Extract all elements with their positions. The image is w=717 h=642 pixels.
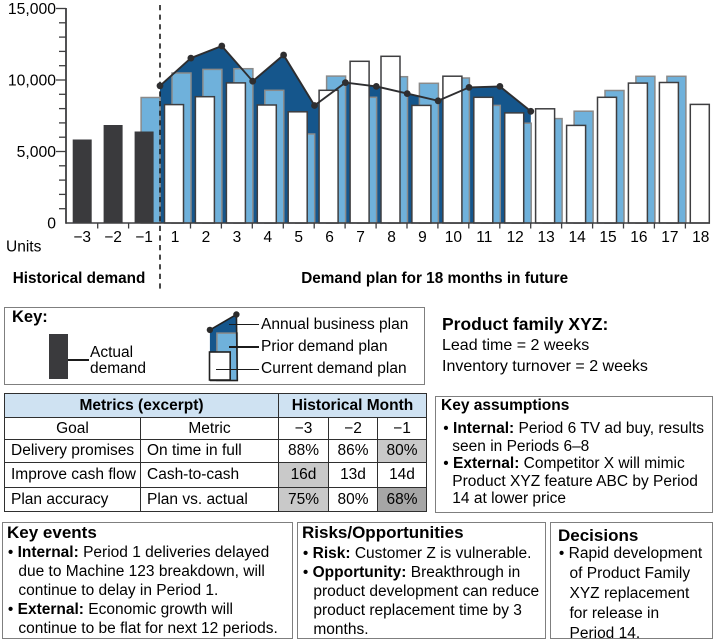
svg-text:−2: −2 <box>104 229 122 246</box>
svg-text:8: 8 <box>387 229 396 246</box>
svg-text:16: 16 <box>630 229 647 246</box>
svg-text:5,000: 5,000 <box>17 144 57 161</box>
svg-text:12: 12 <box>507 229 524 246</box>
svg-text:14: 14 <box>568 229 586 246</box>
svg-text:15,000: 15,000 <box>8 1 56 18</box>
svg-text:Demand plan for 18 months in f: Demand plan for 18 months in future <box>301 270 568 287</box>
svg-text:6: 6 <box>325 229 334 246</box>
svg-text:4: 4 <box>263 229 272 246</box>
svg-text:18: 18 <box>692 229 709 246</box>
svg-text:17: 17 <box>661 229 678 246</box>
svg-text:7: 7 <box>356 229 365 246</box>
svg-text:13: 13 <box>537 229 554 246</box>
svg-text:11: 11 <box>476 229 492 246</box>
svg-text:9: 9 <box>418 229 427 246</box>
svg-text:Units: Units <box>6 239 42 256</box>
svg-text:10: 10 <box>445 229 463 246</box>
svg-text:1: 1 <box>171 229 180 246</box>
svg-text:15: 15 <box>599 229 616 246</box>
svg-text:2: 2 <box>202 229 211 246</box>
svg-text:−1: −1 <box>135 229 153 246</box>
svg-text:−3: −3 <box>73 229 91 246</box>
svg-text:3: 3 <box>233 229 242 246</box>
svg-text:10,000: 10,000 <box>8 73 56 90</box>
svg-text:5: 5 <box>294 229 303 246</box>
svg-text:Historical demand: Historical demand <box>13 270 146 287</box>
svg-text:0: 0 <box>47 216 56 233</box>
